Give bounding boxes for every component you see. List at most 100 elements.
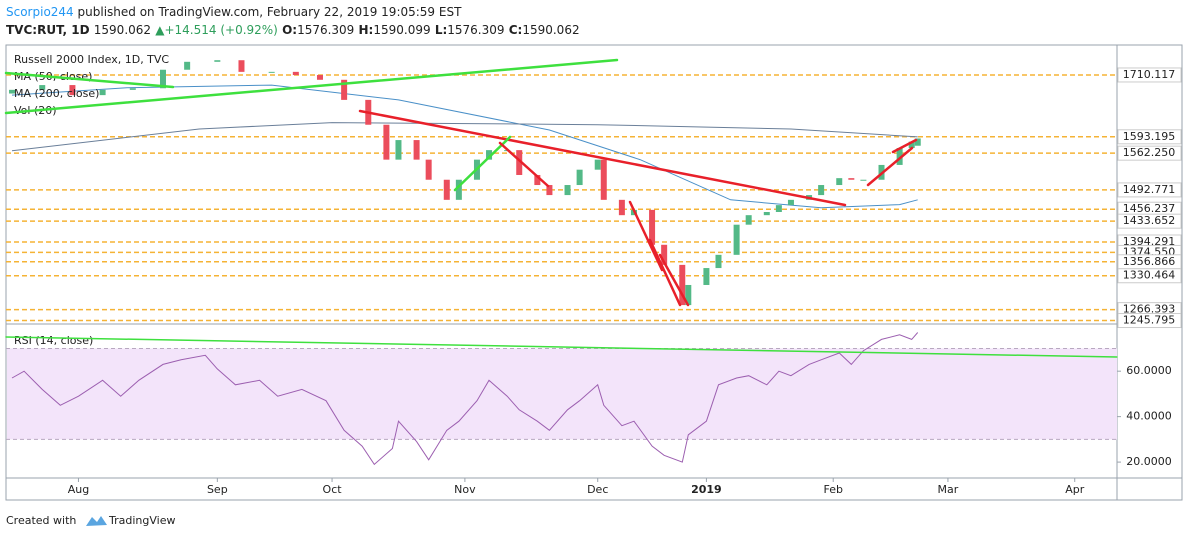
- trendline: [4, 71, 175, 89]
- candle: [775, 205, 782, 212]
- legend-entry: MA (200, close): [14, 87, 99, 100]
- candle: [316, 75, 323, 80]
- close: 1590.062: [522, 23, 579, 37]
- y-tick-label: 1266.393: [1123, 303, 1176, 316]
- quote-line: TVC:RUT, 1D 1590.062 ▲+14.514 (+0.92%) O…: [6, 23, 580, 37]
- candle: [818, 185, 825, 196]
- rsi-tick-label: 40.0000: [1126, 410, 1172, 423]
- rsi-legend: RSI (14, close): [14, 334, 93, 347]
- y-tick-label: 1492.771: [1123, 183, 1176, 196]
- y-tick-label: 1710.117: [1123, 68, 1176, 81]
- rsi-tick-label: 20.0000: [1126, 455, 1172, 468]
- level-label-box: [1117, 145, 1182, 161]
- candle: [69, 85, 76, 96]
- symbol: TVC:RUT, 1D: [6, 23, 90, 37]
- x-tick-label: Dec: [587, 483, 608, 496]
- l-label: L:: [435, 23, 447, 37]
- candle: [860, 179, 867, 181]
- trendline: [658, 253, 690, 307]
- candle: [292, 71, 299, 76]
- trendline: [4, 58, 619, 115]
- x-tick-label: Sep: [207, 483, 228, 496]
- level-label-box: [1117, 313, 1182, 329]
- candle: [383, 124, 390, 160]
- y-tick-label: 1562.250: [1123, 146, 1176, 159]
- rsi-line: [11, 332, 919, 466]
- candle: [848, 178, 855, 180]
- low: 1576.309: [447, 23, 504, 37]
- level-label-box: [1117, 129, 1182, 145]
- candle: [443, 179, 450, 200]
- candle: [685, 284, 692, 306]
- candle: [99, 89, 106, 96]
- y-tick-label: 1356.866: [1123, 255, 1176, 268]
- candle: [268, 71, 275, 73]
- candle: [908, 141, 915, 149]
- candle: [703, 268, 710, 285]
- candle: [341, 79, 348, 100]
- candle: [594, 159, 601, 170]
- open: 1576.309: [297, 23, 354, 37]
- candle: [745, 215, 752, 225]
- candle: [238, 60, 245, 72]
- level-label-box: [1117, 182, 1182, 198]
- chart-title: Russell 2000 Index, 1D, TVC: [14, 53, 169, 66]
- x-tick-label: Aug: [68, 483, 89, 496]
- candle: [715, 254, 722, 269]
- candle: [129, 88, 136, 90]
- candle: [649, 209, 656, 245]
- x-tick-label: 2019: [691, 483, 722, 496]
- candle: [576, 169, 583, 186]
- candle: [546, 185, 553, 196]
- candle: [836, 178, 843, 186]
- author[interactable]: Scorpio244: [6, 5, 74, 19]
- candle: [486, 150, 493, 160]
- x-tick-label: Apr: [1065, 483, 1085, 496]
- candle: [516, 150, 523, 175]
- candle: [618, 199, 625, 216]
- footer-created: Created with: [6, 514, 76, 527]
- header-line: Scorpio244 published on TradingView.com,…: [6, 5, 462, 19]
- high: 1590.099: [373, 23, 430, 37]
- candle: [455, 179, 462, 200]
- candle: [395, 140, 402, 160]
- x-tick-label: Mar: [938, 483, 959, 496]
- candle: [184, 61, 191, 70]
- candle: [733, 224, 740, 255]
- last: 1590.062: [94, 23, 151, 37]
- rsi-trendline: [5, 336, 1118, 358]
- candle: [914, 138, 921, 146]
- y-tick-label: 1593.195: [1123, 130, 1176, 143]
- footer-brand[interactable]: TradingView: [108, 514, 175, 527]
- candle: [679, 264, 686, 306]
- y-tick-label: 1394.291: [1123, 235, 1176, 248]
- trendline: [891, 138, 918, 154]
- candle: [9, 89, 16, 94]
- arrow: ▲: [155, 23, 165, 37]
- trendline: [453, 135, 512, 192]
- o-label: O:: [282, 23, 297, 37]
- y-tick-label: 1245.795: [1123, 314, 1176, 327]
- c-label: C:: [509, 23, 523, 37]
- candle: [787, 199, 794, 206]
- level-label-box: [1117, 268, 1182, 284]
- x-tick-label: Nov: [454, 483, 476, 496]
- candle: [39, 85, 46, 90]
- trendline: [358, 109, 847, 207]
- candle: [214, 60, 221, 62]
- candle: [600, 159, 607, 200]
- level-label-box: [1117, 67, 1182, 83]
- x-tick-label: Oct: [323, 483, 343, 496]
- trendline: [866, 146, 914, 187]
- published: published on TradingView.com, February 2…: [78, 5, 463, 19]
- candle: [661, 244, 668, 265]
- y-tick-label: 1330.464: [1123, 269, 1176, 282]
- h-label: H:: [359, 23, 374, 37]
- frame: [5, 44, 1183, 501]
- brand-logo: [86, 516, 107, 526]
- change: +14.514 (+0.92%): [164, 23, 277, 37]
- candle: [534, 174, 541, 186]
- trendline: [648, 238, 682, 307]
